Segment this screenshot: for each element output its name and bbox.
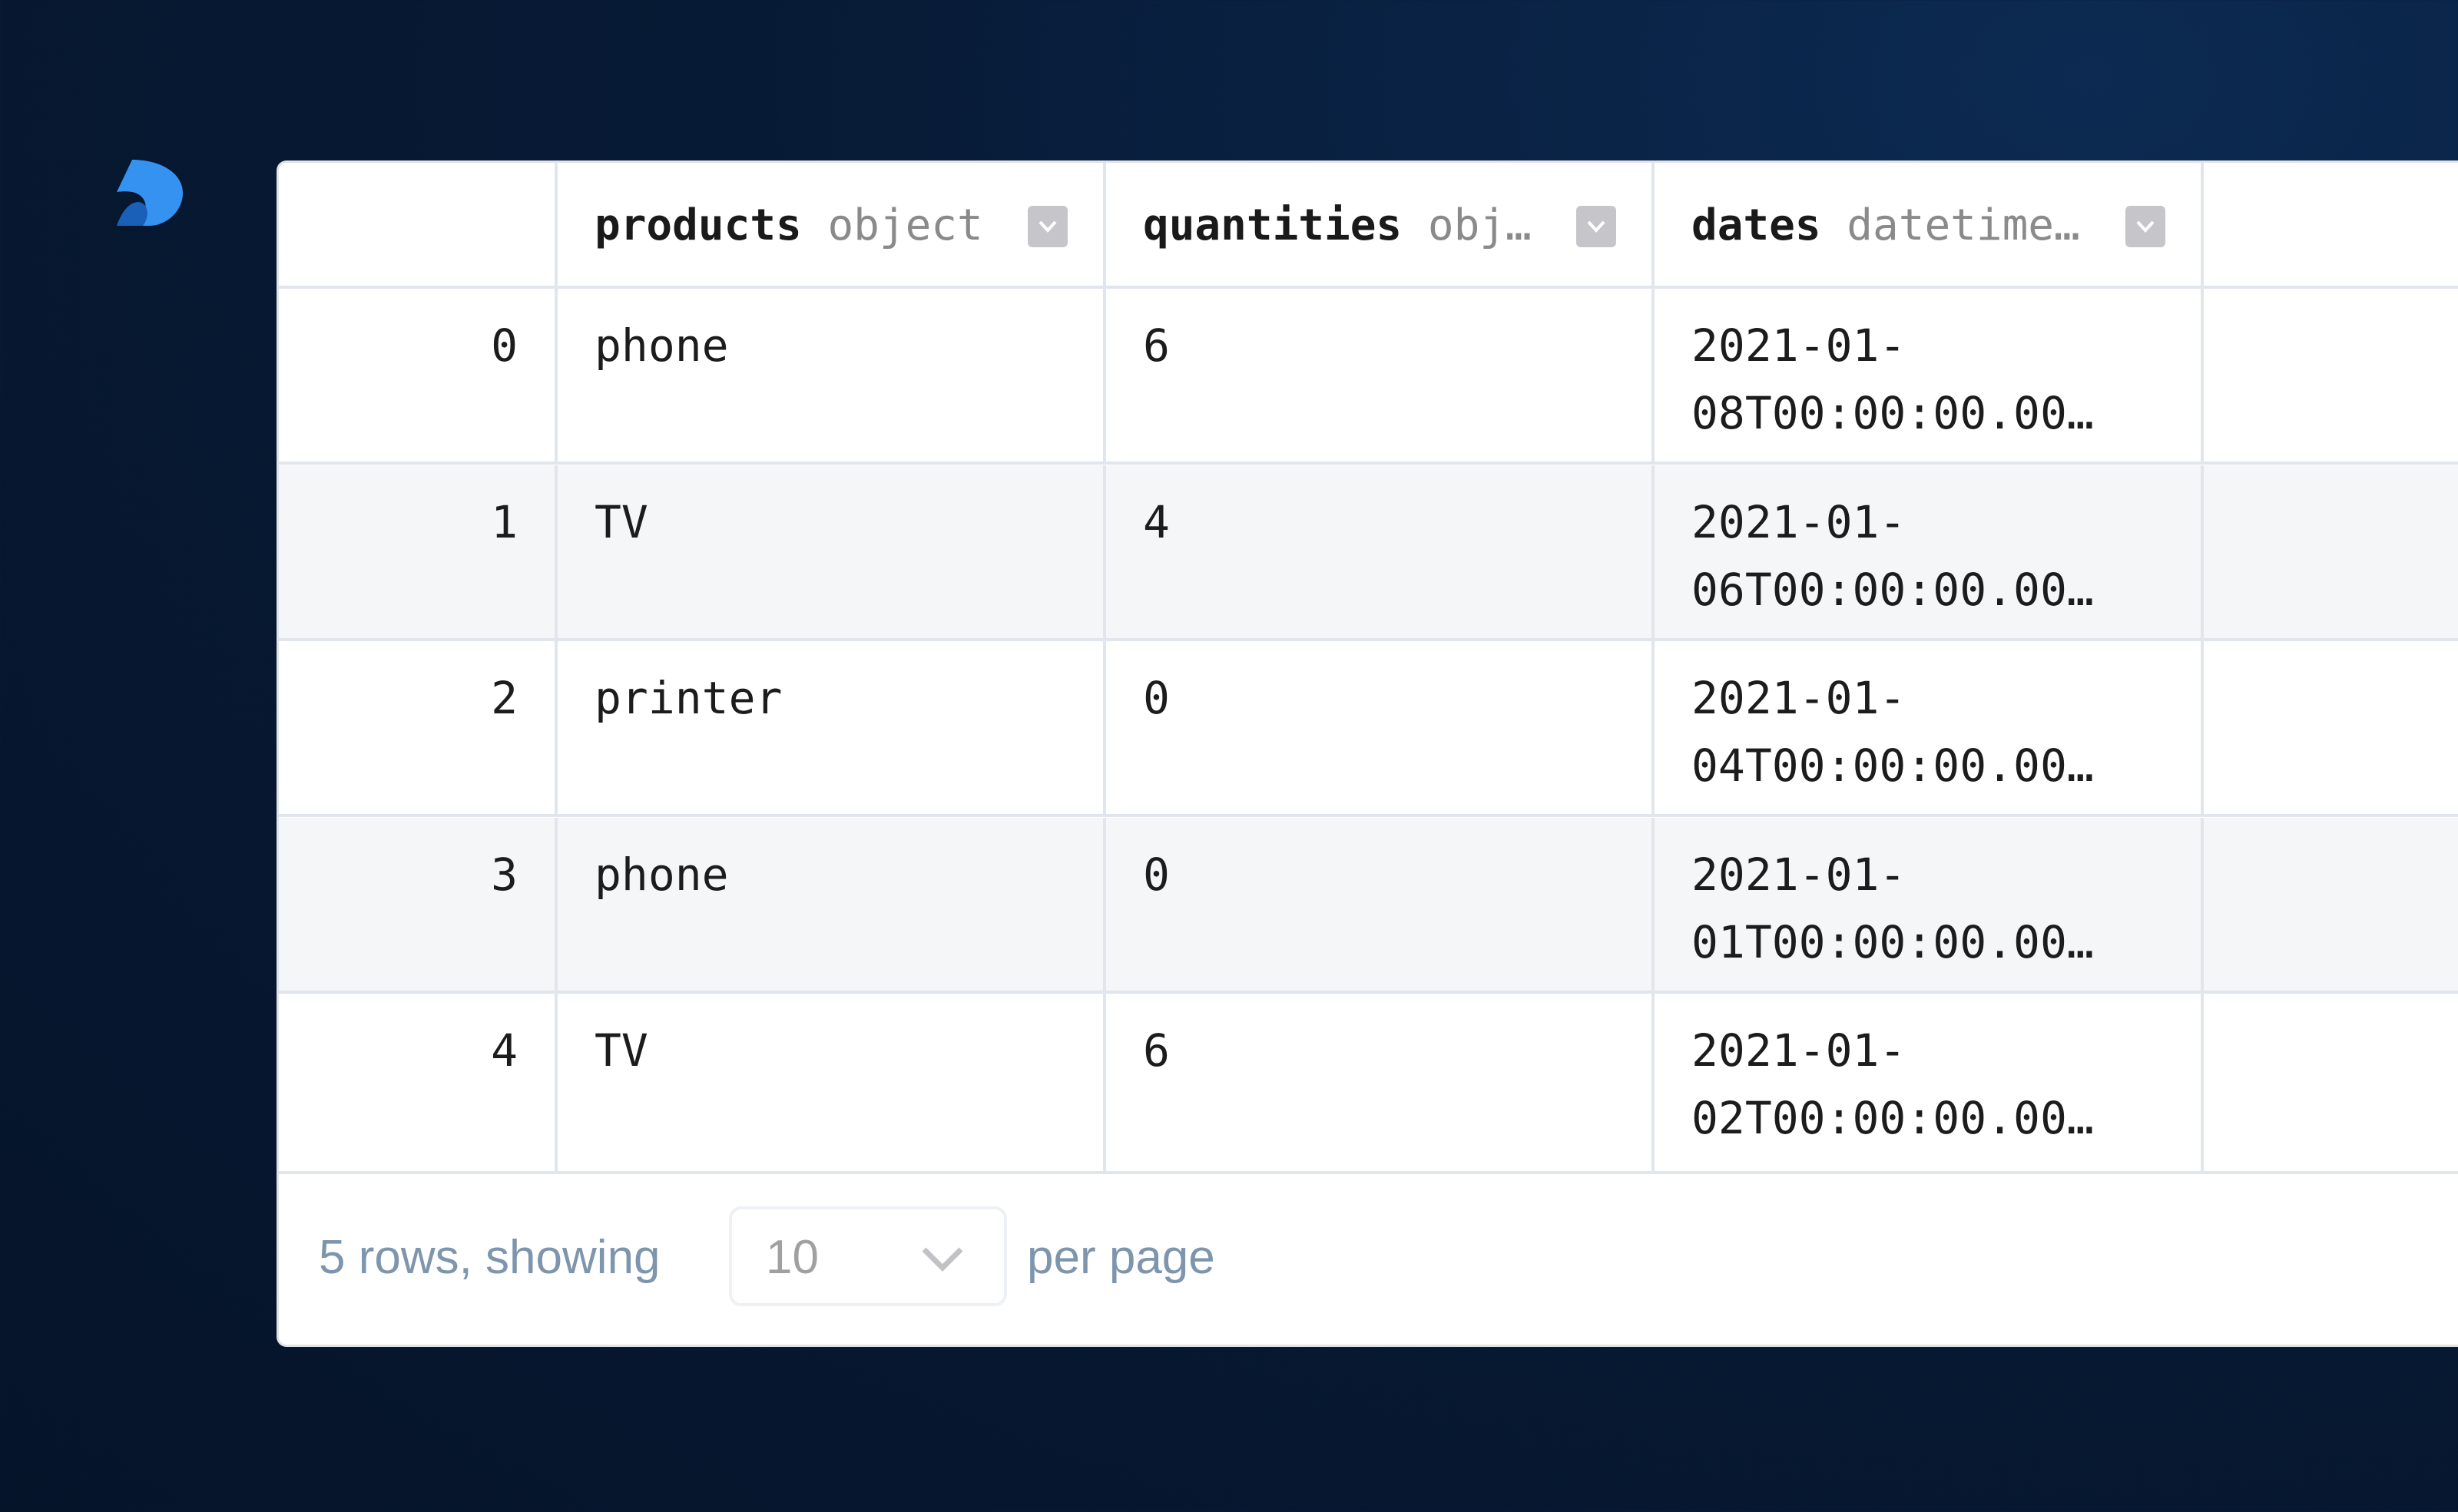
- column-header-dates[interactable]: dates datetime…: [1655, 163, 2204, 286]
- cell-value: 2021-01- 06T00:00:00.00…: [1691, 495, 2094, 616]
- table-row: 2 printer 0 2021-01- 04T00:00:00.00…: [279, 641, 2458, 817]
- column-name: quantities: [1143, 200, 1403, 250]
- cell-value: 4: [1143, 495, 1170, 548]
- cell-products[interactable]: printer: [558, 641, 1106, 814]
- column-type: object: [827, 200, 983, 250]
- cell-value: 6: [1143, 319, 1170, 372]
- row-index: 4: [491, 1024, 518, 1077]
- table-header: products object quantities obj… dates da…: [279, 163, 2458, 289]
- cell-products[interactable]: TV: [558, 465, 1106, 638]
- cell-value: TV: [595, 1024, 648, 1077]
- table-row: 1 TV 4 2021-01- 06T00:00:00.00…: [279, 465, 2458, 641]
- column-name: dates: [1691, 200, 1821, 250]
- row-index: 1: [491, 495, 518, 548]
- cell-quantities[interactable]: 6: [1106, 289, 1655, 462]
- cell-value: phone: [595, 319, 729, 372]
- cell-value: 2021-01- 02T00:00:00.00…: [1691, 1024, 2094, 1144]
- page-size-select[interactable]: 10: [729, 1206, 1007, 1306]
- column-header-products[interactable]: products object: [558, 163, 1106, 286]
- row-index: 3: [491, 848, 518, 901]
- table-row: 4 TV 6 2021-01- 02T00:00:00.00…: [279, 994, 2458, 1174]
- column-header-quantities[interactable]: quantities obj…: [1106, 163, 1655, 286]
- column-type: datetime…: [1847, 200, 2080, 250]
- data-table: products object quantities obj… dates da…: [279, 163, 2458, 1345]
- table-row: 3 phone 0 2021-01- 01T00:00:00.00…: [279, 817, 2458, 994]
- per-page-text: per page: [1027, 1231, 1215, 1284]
- page-size-value: 10: [766, 1231, 819, 1284]
- column-menu-button[interactable]: [1028, 206, 1068, 247]
- cell-quantities[interactable]: 6: [1106, 994, 1655, 1171]
- cell-quantities[interactable]: 0: [1106, 641, 1655, 814]
- cell-value: TV: [595, 495, 648, 548]
- index-header: [279, 163, 558, 286]
- cell-value: 0: [1143, 848, 1170, 901]
- cell-value: 6: [1143, 1024, 1170, 1077]
- row-index: 2: [491, 672, 518, 724]
- chevron-down-icon: [2136, 220, 2155, 233]
- app-logo-icon: [117, 160, 183, 226]
- chevron-down-icon: [922, 1247, 963, 1272]
- column-menu-button[interactable]: [2125, 206, 2165, 247]
- cell-value: 2021-01- 01T00:00:00.00…: [1691, 848, 2094, 968]
- cell-value: phone: [595, 848, 729, 901]
- chevron-down-icon: [1587, 220, 1605, 233]
- cell-dates[interactable]: 2021-01- 04T00:00:00.00…: [1655, 641, 2204, 814]
- cell-quantities[interactable]: 0: [1106, 817, 1655, 991]
- cell-value: 2021-01- 04T00:00:00.00…: [1691, 672, 2094, 792]
- cell-products[interactable]: TV: [558, 994, 1106, 1171]
- cell-dates[interactable]: 2021-01- 08T00:00:00.00…: [1655, 289, 2204, 462]
- table-footer: 5 rows, showing 10 per page: [279, 1170, 2458, 1345]
- row-count-text: 5 rows, showing: [319, 1231, 661, 1284]
- cell-products[interactable]: phone: [558, 289, 1106, 462]
- cell-dates[interactable]: 2021-01- 02T00:00:00.00…: [1655, 994, 2204, 1171]
- column-name: products: [595, 200, 802, 250]
- cell-products[interactable]: phone: [558, 817, 1106, 991]
- cell-value: 0: [1143, 672, 1170, 724]
- cell-dates[interactable]: 2021-01- 06T00:00:00.00…: [1655, 465, 2204, 638]
- table-row: 0 phone 6 2021-01- 08T00:00:00.00…: [279, 289, 2458, 465]
- row-index: 0: [491, 319, 518, 372]
- column-menu-button[interactable]: [1576, 206, 1616, 247]
- cell-quantities[interactable]: 4: [1106, 465, 1655, 638]
- cell-value: printer: [595, 672, 783, 724]
- column-type: obj…: [1427, 200, 1532, 250]
- cell-dates[interactable]: 2021-01- 01T00:00:00.00…: [1655, 817, 2204, 991]
- cell-value: 2021-01- 08T00:00:00.00…: [1691, 319, 2094, 439]
- chevron-down-icon: [1039, 220, 1057, 233]
